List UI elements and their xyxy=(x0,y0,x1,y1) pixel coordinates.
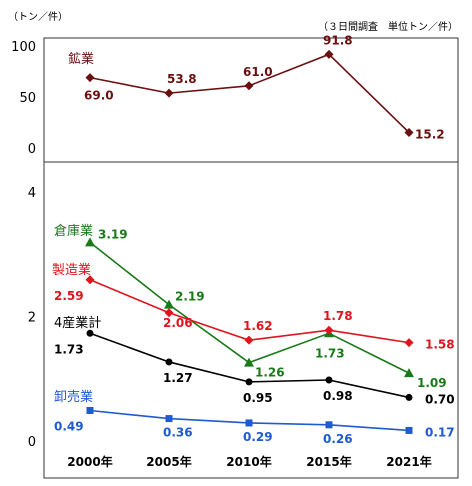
data-point-mining xyxy=(85,73,95,83)
data-label-wholesale: 0.29 xyxy=(243,430,273,444)
data-point-four_industries xyxy=(165,358,173,366)
data-point-manufacturing xyxy=(404,338,414,348)
data-label-warehouse: 1.09 xyxy=(417,376,447,390)
data-label-four_industries: 0.95 xyxy=(243,391,273,405)
data-label-four_industries: 0.70 xyxy=(425,392,455,406)
data-point-manufacturing xyxy=(164,308,174,318)
data-label-mining: 15.2 xyxy=(415,127,445,141)
data-point-warehouse xyxy=(164,299,174,309)
data-label-warehouse: 1.73 xyxy=(315,346,345,360)
data-label-manufacturing: 2.59 xyxy=(54,289,84,303)
data-label-manufacturing: 2.06 xyxy=(163,316,193,330)
data-label-wholesale: 0.17 xyxy=(425,425,455,439)
data-point-wholesale xyxy=(245,419,253,427)
data-label-warehouse: 1.26 xyxy=(255,366,285,380)
series-name-wholesale: 卸売業 xyxy=(54,389,93,405)
data-point-mining xyxy=(324,49,334,59)
x-tick-label: 2000年 xyxy=(67,454,112,469)
data-point-manufacturing xyxy=(324,325,334,335)
data-point-manufacturing xyxy=(244,335,254,345)
series-line-manufacturing xyxy=(89,279,410,344)
plot-frame xyxy=(43,37,459,479)
y-tick-label-bottom-panel: 4 xyxy=(28,186,36,201)
data-point-four_industries xyxy=(325,376,333,384)
data-label-mining: 91.8 xyxy=(323,33,353,47)
data-point-wholesale xyxy=(86,406,94,414)
series-line-warehouse xyxy=(89,241,410,374)
data-point-four_industries xyxy=(86,329,94,337)
y-tick-label-top-panel: 50 xyxy=(19,91,36,106)
data-label-four_industries: 0.98 xyxy=(323,389,353,403)
y-tick-label-bottom-panel: 0 xyxy=(28,435,36,450)
unit-label-left: （トン／件） xyxy=(8,12,68,23)
data-point-warehouse xyxy=(85,237,95,247)
x-tick-label: 2015年 xyxy=(306,454,351,469)
data-point-wholesale xyxy=(405,426,413,434)
data-point-wholesale xyxy=(325,421,333,429)
data-label-manufacturing: 1.62 xyxy=(243,319,273,333)
data-label-manufacturing: 1.78 xyxy=(323,309,353,323)
data-label-wholesale: 0.26 xyxy=(323,432,353,446)
data-label-wholesale: 0.36 xyxy=(163,426,193,440)
data-label-manufacturing: 1.58 xyxy=(425,338,455,352)
data-point-four_industries xyxy=(405,393,413,401)
data-label-wholesale: 0.49 xyxy=(54,419,84,433)
series-name-four_industries: 4産業計 xyxy=(54,315,101,331)
data-point-warehouse xyxy=(404,368,414,378)
data-label-mining: 61.0 xyxy=(243,65,273,79)
data-point-warehouse xyxy=(244,357,254,367)
series-name-mining: 鉱業 xyxy=(68,51,94,67)
data-point-mining xyxy=(164,88,174,98)
unit-label-right: （３日間調査 単位トン／件） xyxy=(318,22,458,33)
series-name-warehouse: 倉庫業 xyxy=(54,223,93,239)
x-tick-label: 2021年 xyxy=(386,454,431,469)
data-point-mining xyxy=(404,127,414,137)
data-point-wholesale xyxy=(165,415,173,423)
x-tick-label: 2010年 xyxy=(226,454,271,469)
data-label-warehouse: 2.19 xyxy=(175,290,205,304)
series-name-manufacturing: 製造業 xyxy=(52,262,91,278)
data-label-mining: 69.0 xyxy=(84,89,114,103)
y-tick-label-top-panel: 0 xyxy=(28,142,36,157)
data-point-mining xyxy=(244,81,254,91)
y-tick-label-top-panel: 100 xyxy=(11,40,36,55)
data-point-four_industries xyxy=(245,378,253,386)
x-tick-label: 2005年 xyxy=(146,454,191,469)
data-point-manufacturing xyxy=(85,275,95,285)
y-tick-label-bottom-panel: 2 xyxy=(28,311,36,326)
data-label-four_industries: 1.27 xyxy=(163,371,193,385)
data-label-four_industries: 1.73 xyxy=(54,342,84,356)
data-label-mining: 53.8 xyxy=(167,72,197,86)
data-label-warehouse: 3.19 xyxy=(98,227,128,241)
